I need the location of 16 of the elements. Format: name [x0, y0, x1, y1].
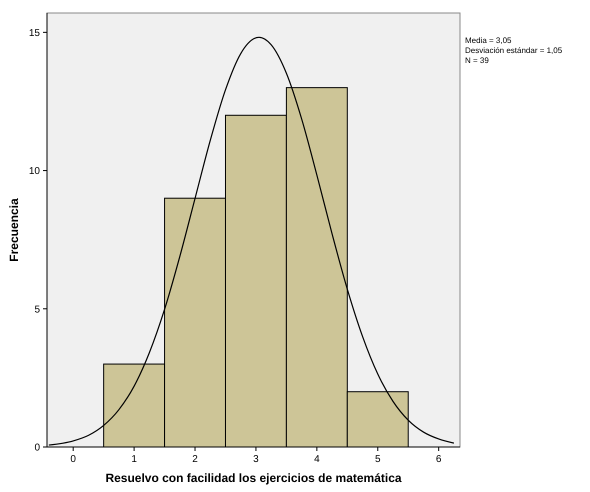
text: Desviación estándar = 1,05	[465, 46, 563, 55]
text: Media = 3,05	[465, 36, 512, 45]
y-tick-label: 10	[28, 166, 40, 178]
x-axis-title: Resuelvo con facilidad los ejercicios de matemática	[105, 471, 402, 485]
x-tick-label: 5	[374, 454, 381, 465]
y-tick-label: 0	[34, 442, 40, 454]
x-tick-label: 4	[314, 454, 320, 465]
x-tick-label: 0	[70, 454, 76, 465]
x-tick-label: 2	[192, 454, 198, 465]
x-tick-label: 1	[131, 454, 138, 465]
x-tick-label: 6	[436, 454, 442, 465]
text: N = 39	[465, 56, 490, 65]
y-axis-title: Frecuencia	[7, 198, 21, 262]
y-tick-label: 5	[34, 304, 40, 316]
x-tick-label: 3	[253, 454, 260, 465]
y-tick-label: 15	[28, 28, 40, 39]
